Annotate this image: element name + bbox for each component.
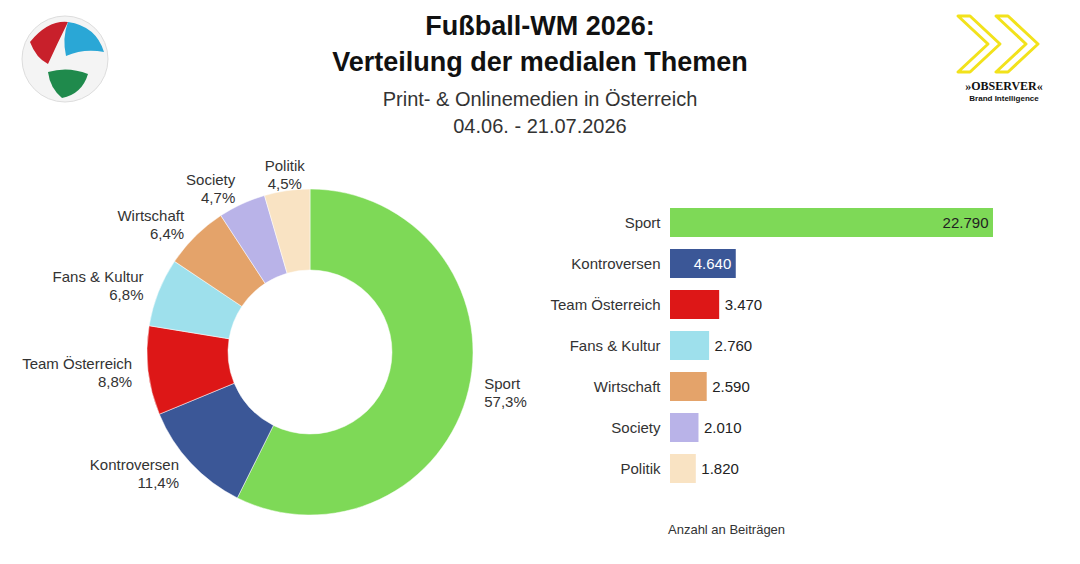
svg-text:3.470: 3.470: [725, 296, 763, 313]
svg-text:Fans & Kultur6,8%: Fans & Kultur6,8%: [53, 268, 144, 303]
svg-text:2.590: 2.590: [712, 378, 750, 395]
svg-text:Wirtschaft: Wirtschaft: [594, 378, 662, 395]
html-text:Verteilung der medialen Themen: Verteilung der medialen Themen: [332, 47, 748, 77]
svg-text:»OBSERVER«: »OBSERVER«: [965, 79, 1043, 93]
svg-text:Sport: Sport: [625, 214, 662, 231]
svg-text:Kontroversen: Kontroversen: [571, 255, 660, 272]
svg-text:Kontroversen11,4%: Kontroversen11,4%: [90, 456, 179, 491]
svg-text:4.640: 4.640: [694, 255, 732, 272]
svg-text:22.790: 22.790: [943, 214, 989, 231]
svg-text:Society: Society: [611, 419, 661, 436]
svg-text:Fans & Kultur: Fans & Kultur: [570, 337, 661, 354]
svg-text:Team Österreich: Team Österreich: [550, 296, 660, 313]
html-text:Print- & Onlinemedien in Öster: Print- & Onlinemedien in Österreich: [382, 88, 698, 110]
svg-text:Politik4,5%: Politik4,5%: [265, 157, 306, 192]
svg-text:2.010: 2.010: [704, 419, 742, 436]
svg-text:Sport57,3%: Sport57,3%: [484, 375, 527, 410]
svg-text:Wirtschaft6,4%: Wirtschaft6,4%: [117, 207, 185, 242]
svg-text:Society4,7%: Society4,7%: [186, 171, 236, 206]
svg-text:1.820: 1.820: [701, 460, 739, 477]
svg-text:Politik: Politik: [620, 460, 661, 477]
svg-text:Brand Intelligence: Brand Intelligence: [969, 94, 1039, 103]
svg-text:2.760: 2.760: [715, 337, 753, 354]
html-text:04.06. - 21.07.2026: 04.06. - 21.07.2026: [453, 115, 627, 137]
svg-text:Team Österreich8,8%: Team Österreich8,8%: [22, 355, 132, 390]
html-text:Fußball-WM 2026:: Fußball-WM 2026:: [425, 11, 655, 41]
html-text:Anzahl an Beiträgen: Anzahl an Beiträgen: [668, 522, 786, 537]
